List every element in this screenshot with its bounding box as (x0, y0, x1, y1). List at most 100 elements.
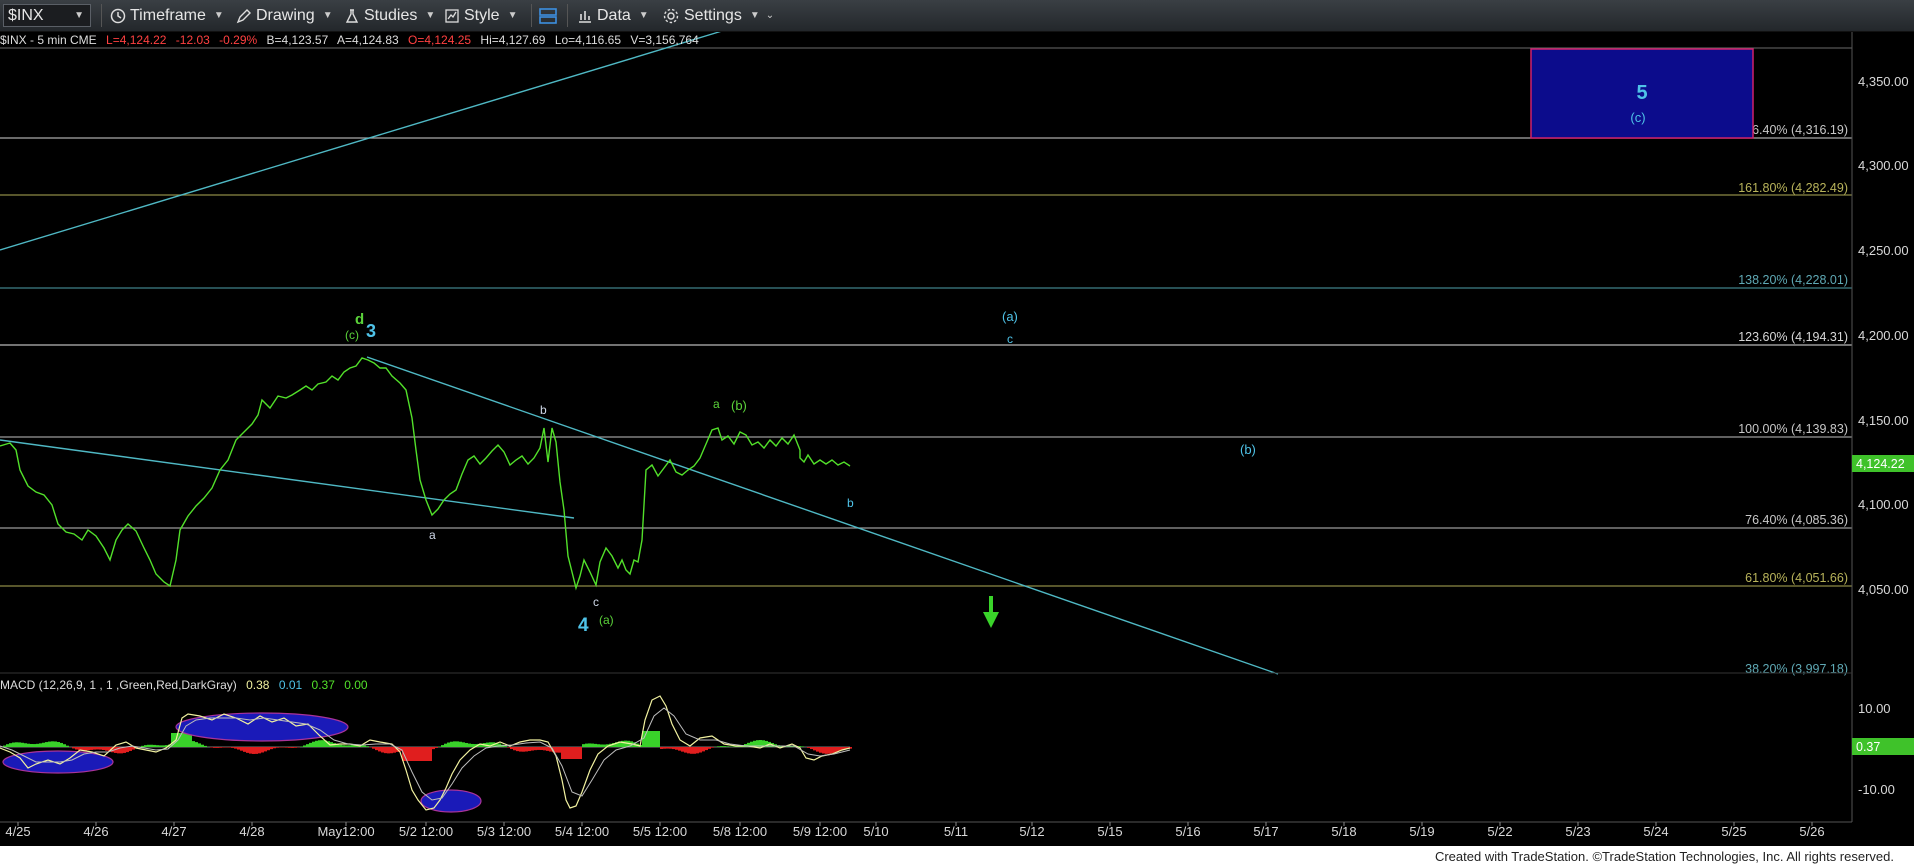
histogram-bar (429, 747, 432, 761)
macd-current-marker (1852, 738, 1914, 755)
histogram-bar (555, 747, 558, 753)
price-tick: 4,150.00 (1858, 413, 1909, 428)
histogram-bar (375, 747, 378, 751)
histogram-bar (12, 742, 15, 747)
style-button[interactable]: Style ▼ (444, 5, 517, 26)
volume: V=3,156,764 (630, 33, 699, 47)
histogram-bar (531, 747, 534, 751)
chart-canvas[interactable]: 176.40% (4,316.19) 161.80% (4,282.49) 13… (0, 0, 1914, 846)
symbol-input[interactable]: $INX ▼ (3, 4, 91, 27)
fib-label: 123.60% (4,194.31) (1738, 330, 1848, 344)
histogram-bar (441, 745, 444, 747)
histogram-bar (96, 747, 99, 750)
histogram-bar (753, 740, 756, 747)
time-tick-label: 5/5 12:00 (633, 824, 687, 839)
histogram-bar (150, 744, 153, 747)
timeframe-label: Timeframe (130, 6, 206, 24)
time-tick-label: 5/10 (863, 824, 888, 839)
histogram-bar (600, 744, 603, 747)
histogram-bar (66, 745, 69, 747)
studies-button[interactable]: Studies ▼ (344, 5, 435, 26)
time-tick-label: 5/15 (1097, 824, 1122, 839)
histogram-bar (504, 746, 507, 747)
histogram-bar (147, 744, 150, 747)
histogram-bar (417, 747, 420, 761)
wave-label-four: 4 (578, 615, 589, 636)
histogram-bar (645, 731, 648, 747)
histogram-bar (651, 731, 654, 747)
chevron-down-icon: ▼ (638, 10, 649, 21)
histogram-bar (468, 743, 471, 747)
chevron-down-icon: ⌄ (765, 10, 775, 21)
histogram-bar (684, 747, 687, 753)
time-axis: 4/25 4/26 4/27 4/28 May12:00 5/2 12:00 5/3 12:… (5, 822, 1825, 839)
layout-button[interactable] (538, 5, 562, 26)
histogram-bar (723, 746, 726, 747)
histogram-bar (588, 743, 591, 747)
histogram-bar (126, 747, 129, 753)
histogram-bar (54, 741, 57, 747)
histogram-bar (228, 747, 231, 748)
chevron-down-icon: ▼ (213, 10, 224, 21)
histogram-bar (201, 744, 204, 747)
histogram-bar (72, 747, 75, 749)
histogram-bar (90, 747, 93, 750)
histogram-bar (336, 744, 339, 747)
histogram-bar (657, 731, 660, 747)
histogram-bar (120, 747, 123, 754)
time-tick-label: 5/23 (1565, 824, 1590, 839)
histogram-bar (222, 747, 225, 748)
histogram-bar (360, 744, 363, 747)
time-tick-label: 5/22 (1487, 824, 1512, 839)
time-tick-label: 5/8 12:00 (713, 824, 767, 839)
fib-label: 76.40% (4,085.36) (1745, 513, 1848, 527)
wave-label-c-future: c (1007, 332, 1013, 346)
chevron-down-icon: ▼ (749, 10, 760, 21)
histogram-bar (549, 747, 552, 752)
toolbar-divider (531, 4, 532, 27)
histogram-bar (363, 745, 366, 747)
data-button[interactable]: Data ▼ (577, 5, 649, 26)
fib-label: 61.80% (4,051.66) (1745, 571, 1848, 585)
time-tick-label: 5/2 12:00 (399, 824, 453, 839)
wave-label-five: 5 (1636, 82, 1647, 104)
time-tick-label: 4/27 (161, 824, 186, 839)
histogram-bar (270, 747, 273, 750)
macd-annotations (2, 712, 482, 813)
timeframe-button[interactable]: Timeframe ▼ (110, 5, 224, 26)
price-axis: 4,350.00 4,300.00 4,250.00 4,200.00 4,15… (1858, 74, 1909, 597)
drawing-button[interactable]: Drawing ▼ (236, 5, 333, 26)
histogram-bar (561, 747, 564, 759)
histogram-bar (243, 747, 246, 752)
histogram-bar (192, 741, 195, 747)
histogram-bar (60, 742, 63, 747)
symbol-text: $INX (8, 6, 44, 24)
histogram-bar (669, 747, 672, 749)
histogram-bar (246, 747, 249, 753)
histogram-bar (252, 747, 255, 754)
histogram-bar (471, 743, 474, 747)
toolbar: $INX ▼ Timeframe ▼ Drawing ▼ Studies ▼ S… (0, 0, 1914, 32)
settings-button[interactable]: Settings ▼ ⌄ (662, 5, 774, 26)
time-tick-label: 5/9 12:00 (793, 824, 847, 839)
histogram-bar (102, 747, 105, 750)
histogram-bar (825, 747, 828, 754)
price-tick: 4,350.00 (1858, 74, 1909, 89)
histogram-bar (93, 747, 96, 750)
histogram-bar (624, 740, 627, 747)
histogram-bar (27, 743, 30, 747)
histogram-bar (513, 747, 516, 751)
histogram-bar (480, 743, 483, 747)
histogram-bar (42, 742, 45, 747)
bid-price: B=4,123.57 (266, 33, 329, 47)
histogram-bar (24, 743, 27, 747)
histogram-bar (585, 743, 588, 747)
histogram-bar (294, 747, 297, 748)
histogram-bar (762, 740, 765, 747)
histogram-bar (129, 747, 132, 751)
histogram-bar (108, 747, 111, 752)
histogram-bar (495, 742, 498, 747)
wave-label-a-low: a (429, 528, 436, 542)
time-tick-label: May12:00 (317, 824, 374, 839)
histogram-bar (30, 743, 33, 747)
